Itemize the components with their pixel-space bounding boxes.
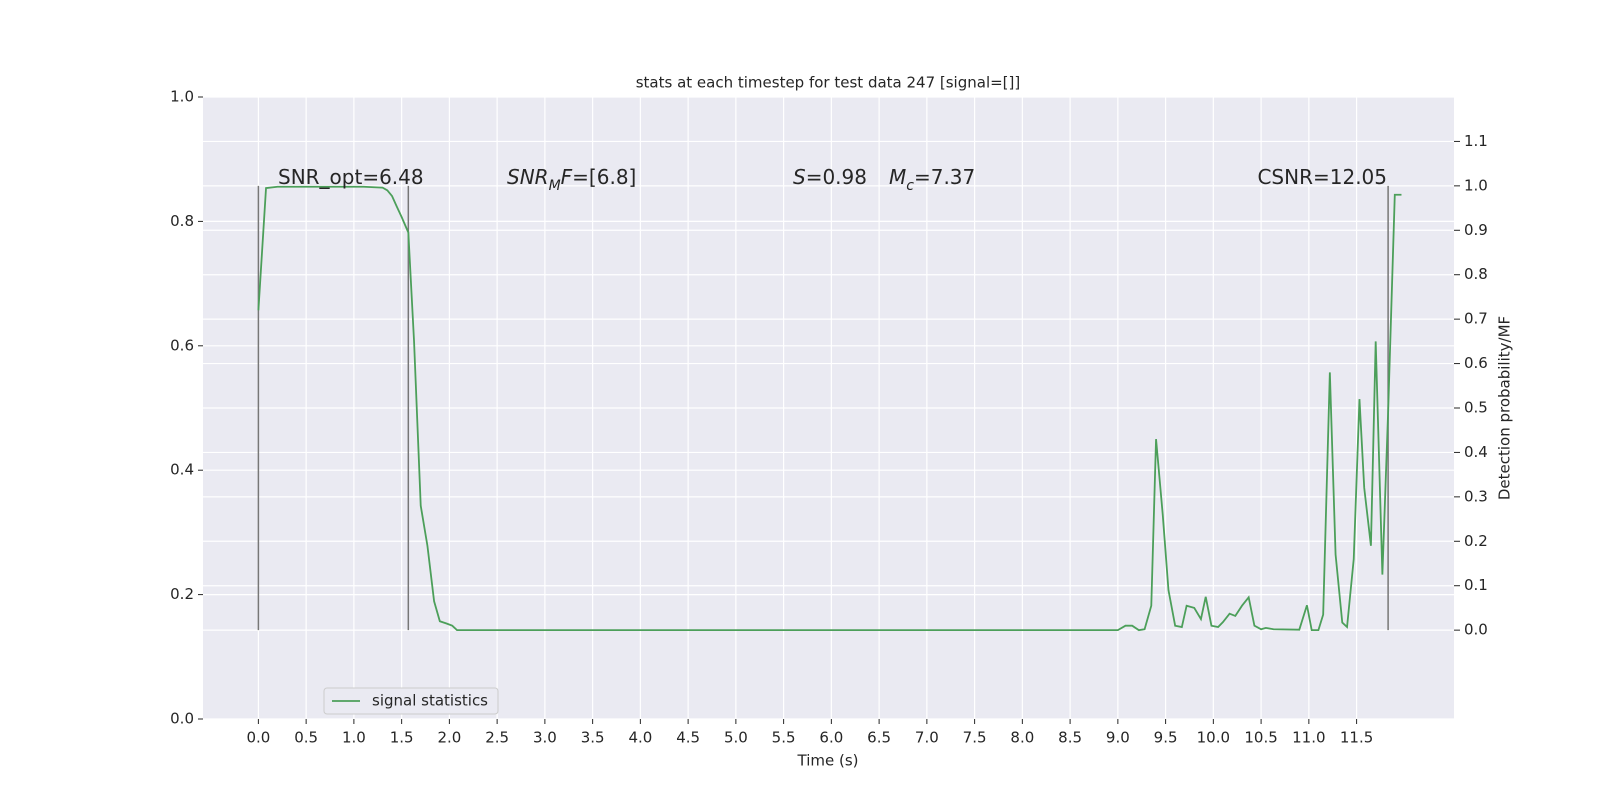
- y-tick-label: 1.0: [170, 88, 194, 106]
- y2-tick-label: 0.6: [1464, 354, 1488, 372]
- x-tick-label: 4.5: [676, 729, 700, 747]
- x-tick-label: 0.5: [294, 729, 318, 747]
- annotation-part: M: [549, 178, 561, 194]
- y2-tick-label: 0.4: [1464, 443, 1488, 461]
- chart-title: stats at each timestep for test data 247…: [636, 74, 1021, 92]
- y2-tick-label: 1.1: [1464, 132, 1488, 150]
- annotation-part: c: [906, 178, 914, 194]
- legend: signal statistics: [323, 687, 499, 715]
- y2-tick-label: 0.7: [1464, 310, 1488, 328]
- y-tick-label: 0.2: [170, 585, 194, 603]
- x-tick-label: 5.0: [724, 729, 748, 747]
- x-tick-label: 9.5: [1154, 729, 1178, 747]
- y2-tick-label: 0.0: [1464, 621, 1488, 639]
- x-tick-label: 6.5: [867, 729, 891, 747]
- x-tick-label: 0.0: [246, 729, 270, 747]
- x-tick-label: 8.0: [1010, 729, 1034, 747]
- annotation: SNRMF=[6.8]: [507, 165, 636, 195]
- x-tick-label: 4.0: [628, 729, 652, 747]
- annotation-part: =[6.8]: [572, 165, 636, 189]
- x-tick-label: 9.0: [1106, 729, 1130, 747]
- x-tick-label: 1.0: [342, 729, 366, 747]
- y2-tick-label: 0.5: [1464, 399, 1488, 417]
- x-tick-label: 1.5: [390, 729, 414, 747]
- legend-label: signal statistics: [372, 692, 488, 710]
- y2-tick-label: 0.9: [1464, 221, 1488, 239]
- y-tick-label: 0.0: [170, 710, 194, 728]
- annotation: Mc=7.37: [889, 165, 975, 195]
- annotation-part: M: [889, 165, 906, 189]
- series-line: [257, 185, 1402, 632]
- annotation-part: S: [793, 165, 806, 189]
- annotation-part: CSNR=12.05: [1257, 165, 1387, 189]
- x-tick-label: 3.5: [581, 729, 605, 747]
- annotation-part: SNR_opt=6.48: [278, 165, 424, 189]
- annotation: CSNR=12.05: [1257, 165, 1387, 189]
- x-tick-label: 2.0: [437, 729, 461, 747]
- annotation: SNR_opt=6.48: [278, 165, 424, 189]
- y-tick-label: 0.8: [170, 212, 194, 230]
- x-axis-label: Time (s): [797, 752, 859, 770]
- y2-tick-label: 0.3: [1464, 487, 1488, 505]
- annotation-part: =0.98: [806, 165, 867, 189]
- x-tick-label: 11.5: [1340, 729, 1373, 747]
- x-tick-label: 3.0: [533, 729, 557, 747]
- y-tick-label: 0.6: [170, 336, 194, 354]
- x-tick-label: 7.0: [915, 729, 939, 747]
- y2-tick-label: 1.0: [1464, 176, 1488, 194]
- legend-box: [323, 687, 499, 715]
- x-tick-label: 11.0: [1292, 729, 1325, 747]
- annotation-part: SNR: [507, 165, 549, 189]
- y2-tick-label: 0.8: [1464, 265, 1488, 283]
- annotation: S=0.98: [793, 165, 867, 189]
- y2-tick-label: 0.2: [1464, 532, 1488, 550]
- x-tick-label: 7.5: [963, 729, 987, 747]
- y2-tick-label: 0.1: [1464, 576, 1488, 594]
- annotation-part: =7.37: [914, 165, 975, 189]
- x-tick-label: 6.0: [819, 729, 843, 747]
- y2-axis-label: Detection probability/MF: [1496, 316, 1514, 500]
- annotation-part: F: [561, 165, 573, 189]
- y-tick-label: 0.4: [170, 461, 194, 479]
- x-tick-label: 8.5: [1058, 729, 1082, 747]
- x-tick-label: 10.0: [1197, 729, 1230, 747]
- x-tick-label: 5.5: [772, 729, 796, 747]
- x-tick-label: 10.5: [1244, 729, 1277, 747]
- grid: [203, 96, 1454, 720]
- x-tick-label: 2.5: [485, 729, 509, 747]
